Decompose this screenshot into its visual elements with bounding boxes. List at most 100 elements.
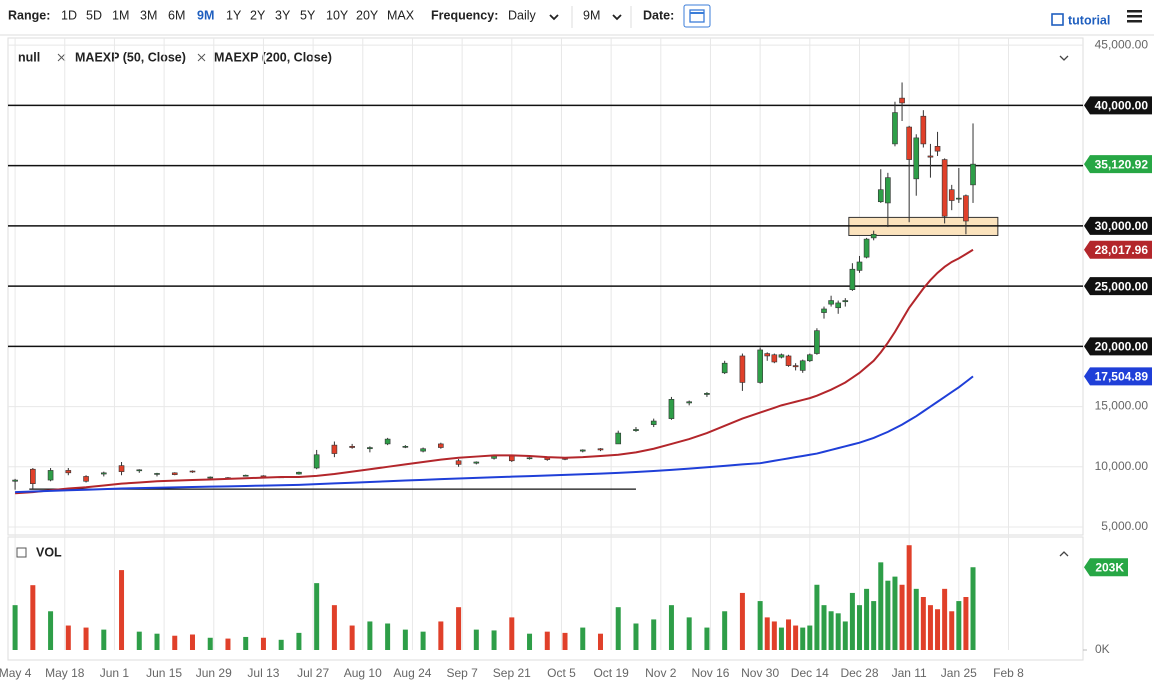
- x-tick-label: Jan 11: [892, 666, 927, 680]
- volume-bar: [956, 601, 962, 650]
- range-button[interactable]: 3Y: [275, 8, 291, 22]
- x-tick-label: Nov 30: [741, 666, 779, 680]
- volume-bar: [885, 580, 891, 650]
- y-tick-label: 15,000.00: [1095, 399, 1149, 413]
- volume-bar: [970, 567, 976, 650]
- volume-bar: [849, 592, 855, 650]
- tutorial-link[interactable]: tutorial: [1068, 13, 1110, 27]
- legend-entry: MAEXP (50, Close): [75, 50, 186, 64]
- price-label: 28,017.96: [1095, 243, 1149, 257]
- candle-body: [349, 446, 355, 448]
- candle-body: [842, 300, 849, 303]
- candle-body: [579, 449, 586, 452]
- volume-bar: [814, 584, 820, 650]
- price-label-box: [1084, 337, 1152, 356]
- candle-body: [100, 472, 107, 475]
- range-button[interactable]: 5Y: [300, 8, 316, 22]
- x-tick-label: Jul 13: [247, 666, 279, 680]
- volume-bar: [913, 588, 919, 650]
- range-button[interactable]: 1D: [61, 8, 77, 22]
- range-button[interactable]: 10Y: [326, 8, 349, 22]
- volume-bar: [278, 639, 284, 650]
- candle-body: [821, 308, 827, 313]
- volume-bar: [30, 585, 36, 650]
- price-label-box: [1084, 367, 1152, 386]
- remove-icon[interactable]: [57, 53, 66, 62]
- candle-body: [402, 446, 409, 448]
- calendar-icon: [689, 9, 705, 23]
- volume-bar: [757, 601, 763, 650]
- remove-icon[interactable]: [197, 53, 206, 62]
- price-label: 25,000.00: [1095, 279, 1149, 293]
- candle-body: [721, 362, 728, 374]
- volume-bar: [949, 611, 955, 650]
- volume-bar: [778, 627, 784, 650]
- volume-bar: [722, 611, 728, 650]
- period-select[interactable]: 9M: [583, 8, 600, 22]
- range-button[interactable]: 2Y: [250, 8, 266, 22]
- range-button[interactable]: 1Y: [226, 8, 242, 22]
- menu-button[interactable]: [1127, 10, 1142, 23]
- volume-bar: [821, 605, 827, 650]
- candle-body: [771, 354, 778, 363]
- candle-body: [118, 465, 125, 472]
- range-button[interactable]: 9M: [197, 8, 214, 22]
- volume-bar: [892, 576, 898, 650]
- x-tick-label: Aug 10: [344, 666, 382, 680]
- x-tick-label: Jul 27: [297, 666, 329, 680]
- volume-bar: [864, 588, 870, 650]
- calendar-frame: [683, 4, 711, 28]
- candle-body: [799, 360, 806, 371]
- volume-bar: [225, 638, 231, 650]
- calendar-button[interactable]: [683, 4, 711, 28]
- tutorial-icon: [1051, 13, 1064, 26]
- range-button[interactable]: 3M: [140, 8, 157, 22]
- volume-bar: [764, 617, 770, 650]
- price-label-box: [1084, 216, 1152, 235]
- range-button[interactable]: 5D: [86, 8, 102, 22]
- candle-body: [828, 300, 834, 305]
- candle-body: [154, 473, 160, 475]
- collapse-chevron[interactable]: [1059, 55, 1069, 61]
- plot: [8, 38, 1087, 651]
- candle-body: [877, 189, 884, 203]
- range-button[interactable]: 20Y: [356, 8, 379, 22]
- range-button[interactable]: 1M: [112, 8, 129, 22]
- range-button[interactable]: MAX: [387, 8, 415, 22]
- x-tick-label: Sep 7: [446, 666, 478, 680]
- volume-bar: [871, 601, 877, 650]
- candle-body: [835, 302, 841, 309]
- candle-body: [704, 393, 710, 395]
- candle-body: [686, 401, 692, 404]
- candle-body: [420, 448, 426, 452]
- volume-bar: [580, 627, 586, 650]
- x-tick-label: Jun 15: [146, 666, 182, 680]
- y-tick-label: 10,000.00: [1095, 459, 1149, 473]
- range-button[interactable]: 6M: [168, 8, 185, 22]
- volume-bar: [314, 583, 320, 650]
- volume-bar: [828, 611, 834, 650]
- range-label: Range:: [8, 8, 50, 22]
- candle-body: [650, 420, 657, 425]
- volume-bar: [296, 632, 302, 650]
- volume-bar: [154, 633, 160, 650]
- candle-body: [863, 238, 870, 258]
- expand-chevron[interactable]: [1059, 551, 1069, 557]
- candle-body: [189, 470, 196, 473]
- candle-body: [899, 97, 905, 104]
- frequency-select[interactable]: Daily: [508, 8, 537, 22]
- candle-body: [47, 470, 54, 481]
- x-tick-label: Jan 25: [941, 666, 977, 680]
- candle-body: [455, 460, 462, 465]
- price-label: 17,504.89: [1095, 370, 1149, 384]
- volume-bar: [367, 621, 373, 650]
- menu-bar: [1127, 15, 1142, 18]
- volume-bar: [597, 633, 603, 650]
- volume-bar: [704, 627, 710, 650]
- volume-icon: [16, 547, 27, 558]
- x-tick-label: Aug 24: [393, 666, 431, 680]
- candle-body: [807, 354, 813, 362]
- volume-bar: [527, 633, 533, 650]
- x-tick-label: Oct 19: [593, 666, 629, 680]
